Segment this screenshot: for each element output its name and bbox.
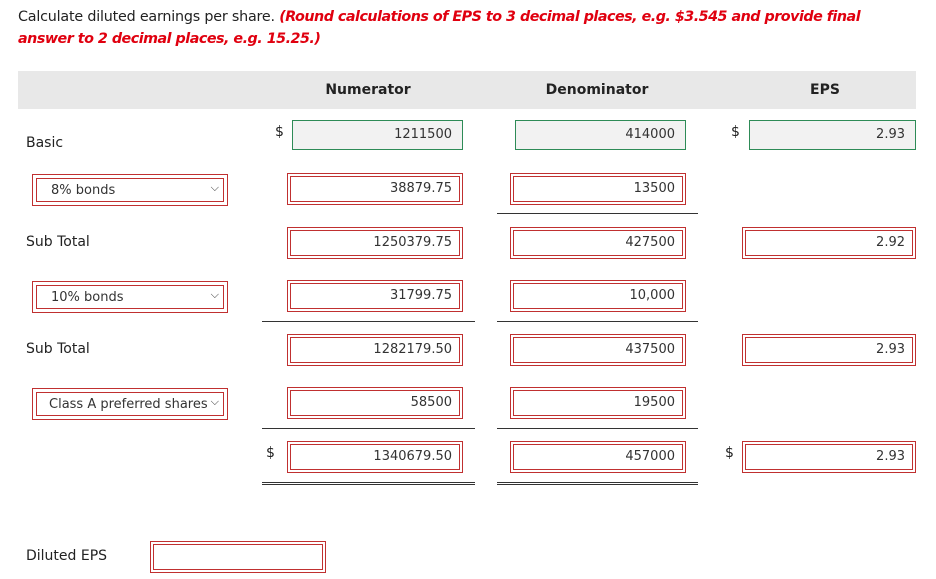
diluted-eps-field[interactable] bbox=[150, 541, 326, 573]
dollar-sign: $ bbox=[275, 124, 284, 140]
subtotal-rule bbox=[497, 213, 698, 214]
instruction-text: Calculate diluted earnings per share. bbox=[18, 9, 275, 25]
bonds10-numerator-field[interactable]: 31799.75 bbox=[287, 280, 463, 312]
total-numerator-field[interactable]: 1340679.50 bbox=[287, 441, 463, 473]
dollar-sign: $ bbox=[725, 445, 734, 461]
subtotal1-numerator-field[interactable]: 1250379.75 bbox=[287, 227, 463, 259]
bonds8-denominator-field[interactable]: 13500 bbox=[510, 173, 686, 205]
subtotal-rule bbox=[262, 321, 475, 322]
select-value: Class A preferred shares bbox=[49, 397, 208, 412]
bonds10-denominator-field[interactable]: 10,000 bbox=[510, 280, 686, 312]
adjustment-select-3[interactable]: Class A preferred shares ⌵ bbox=[32, 388, 228, 420]
subtotal1-eps-field[interactable]: 2.92 bbox=[742, 227, 916, 259]
total-rule bbox=[262, 428, 475, 429]
total-denominator-field[interactable]: 457000 bbox=[510, 441, 686, 473]
chevron-down-icon: ⌵ bbox=[210, 181, 219, 194]
subtotal-label: Sub Total bbox=[26, 234, 90, 250]
select-value: 10% bonds bbox=[51, 290, 124, 305]
bonds8-numerator-field[interactable]: 38879.75 bbox=[287, 173, 463, 205]
adjustment-select-2[interactable]: 10% bonds ⌵ bbox=[32, 281, 228, 313]
total-rule bbox=[497, 428, 698, 429]
double-underline bbox=[497, 482, 698, 485]
double-underline bbox=[262, 482, 475, 485]
subtotal-rule bbox=[497, 321, 698, 322]
preferred-denominator-field[interactable]: 19500 bbox=[510, 387, 686, 419]
dollar-sign: $ bbox=[266, 445, 275, 461]
subtotal1-denominator-field[interactable]: 427500 bbox=[510, 227, 686, 259]
basic-denominator-field[interactable]: 414000 bbox=[515, 120, 686, 150]
select-value: 8% bonds bbox=[51, 183, 116, 198]
total-eps-field[interactable]: 2.93 bbox=[742, 441, 916, 473]
eps-header: EPS bbox=[810, 82, 840, 98]
chevron-down-icon: ⌵ bbox=[210, 288, 219, 301]
basic-label: Basic bbox=[26, 135, 64, 151]
denominator-header: Denominator bbox=[545, 82, 649, 98]
chevron-down-icon: ⌵ bbox=[210, 395, 219, 408]
rounding-note: (Round calculations of EPS to 3 decimal … bbox=[18, 9, 861, 47]
adjustment-select-1[interactable]: 8% bonds ⌵ bbox=[32, 174, 228, 206]
basic-eps-field[interactable]: 2.93 bbox=[749, 120, 916, 150]
table-header bbox=[18, 71, 916, 109]
subtotal2-eps-field[interactable]: 2.93 bbox=[742, 334, 916, 366]
instructions: Calculate diluted earnings per share. (R… bbox=[18, 6, 918, 50]
diluted-eps-label: Diluted EPS bbox=[26, 548, 108, 564]
preferred-numerator-field[interactable]: 58500 bbox=[287, 387, 463, 419]
subtotal2-numerator-field[interactable]: 1282179.50 bbox=[287, 334, 463, 366]
numerator-header: Numerator bbox=[325, 82, 411, 98]
subtotal-label: Sub Total bbox=[26, 341, 90, 357]
basic-numerator-field[interactable]: 1211500 bbox=[292, 120, 463, 150]
subtotal2-denominator-field[interactable]: 437500 bbox=[510, 334, 686, 366]
dollar-sign: $ bbox=[731, 124, 740, 140]
